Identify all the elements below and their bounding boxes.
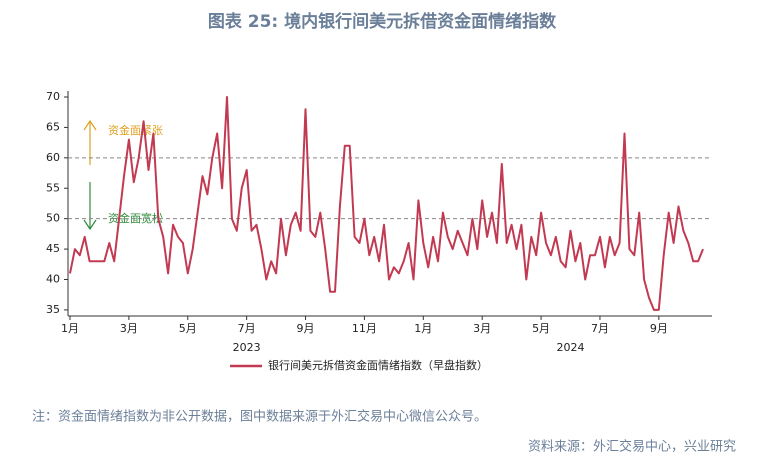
x-tick-label: 3月 (120, 322, 138, 335)
y-tick-label: 45 (46, 242, 60, 255)
series-line (69, 96, 704, 311)
x-tick-label: 7月 (591, 322, 609, 335)
x-tick-label: 11月 (352, 322, 377, 335)
x-tick-label: 7月 (238, 322, 256, 335)
y-tick-label: 70 (46, 90, 60, 103)
y-tick-label: 55 (46, 181, 60, 194)
year-label: 2024 (557, 341, 585, 354)
arrow-head (83, 119, 97, 131)
x-tick-label: 9月 (650, 322, 668, 335)
x-tick-label: 1月 (414, 322, 432, 335)
y-tick-label: 40 (46, 273, 60, 286)
arrow-head (83, 219, 97, 231)
y-tick-label: 50 (46, 212, 60, 225)
legend-label: 银行间美元拆借资金面情绪指数（早盘指数） (268, 358, 488, 372)
annotation: 资金面宽松 (108, 211, 163, 225)
note: 注：资金面情绪指数为非公开数据，图中数据来源于外汇交易中心微信公众号。 (32, 409, 487, 425)
chart-title: 图表 25: 境内银行间美元拆借资金面情绪指数 (208, 11, 557, 32)
annotation: 资金面紧张 (108, 123, 163, 137)
y-tick-label: 65 (46, 120, 60, 133)
source: 资料来源：外汇交易中心，兴业研究 (528, 439, 736, 455)
x-tick-label: 3月 (473, 322, 491, 335)
x-tick-label: 5月 (179, 322, 197, 335)
x-tick-label: 9月 (297, 322, 315, 335)
x-tick-label: 1月 (61, 322, 79, 335)
y-tick-label: 35 (46, 303, 60, 316)
y-tick-label: 60 (46, 151, 60, 164)
x-tick-label: 5月 (532, 322, 550, 335)
year-label: 2023 (233, 341, 261, 354)
